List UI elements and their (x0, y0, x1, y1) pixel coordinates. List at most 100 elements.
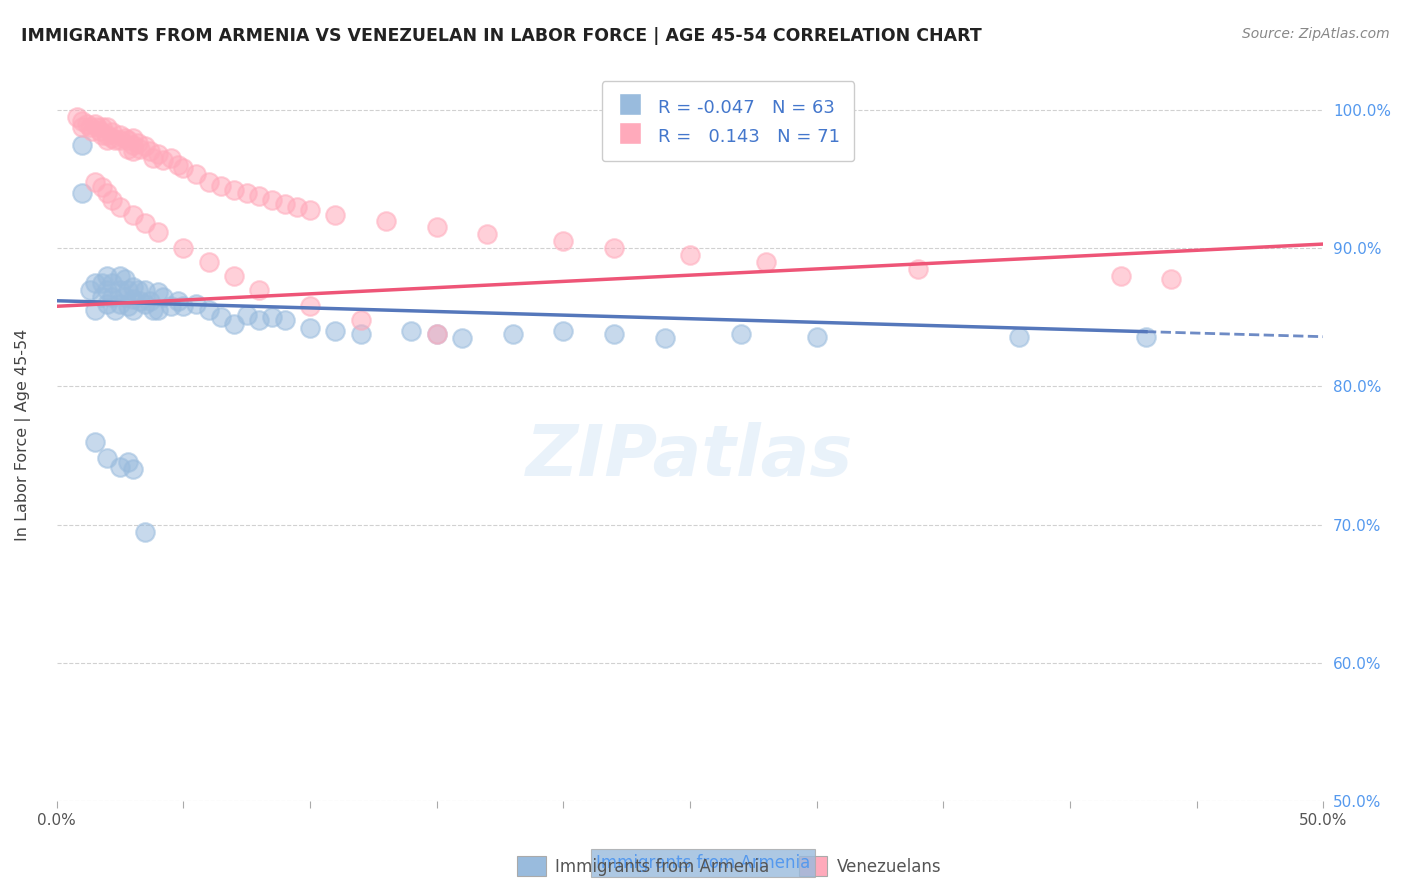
Point (108, 268, 131, 283)
Point (101, 276, 124, 290)
Point (66, 110, 89, 124)
Point (553, 324, 575, 338)
Point (285, 200, 308, 214)
Point (209, 179, 232, 194)
Point (101, 130, 124, 145)
Point (91, 128, 114, 142)
Point (247, 313, 270, 327)
Point (350, 313, 373, 327)
Point (451, 331, 474, 345)
Text: Immigrants from Armenia: Immigrants from Armenia (555, 858, 769, 876)
Point (117, 142, 139, 156)
Point (96, 186, 118, 200)
Point (91, 276, 114, 290)
Point (222, 268, 245, 283)
Point (114, 271, 136, 285)
Point (730, 326, 752, 341)
Text: Source: ZipAtlas.com: Source: ZipAtlas.com (1241, 27, 1389, 41)
Point (603, 241, 626, 255)
Point (197, 175, 219, 189)
Text: ZIPatlas: ZIPatlas (526, 422, 853, 491)
Point (91, 180, 114, 194)
Text: IMMIGRANTS FROM ARMENIA VS VENEZUELAN IN LABOR FORCE | AGE 45-54 CORRELATION CHA: IMMIGRANTS FROM ARMENIA VS VENEZUELAN IN… (21, 27, 981, 45)
Point (167, 293, 190, 308)
Point (197, 303, 219, 318)
Point (104, 303, 127, 318)
Point (553, 235, 575, 249)
Point (83, 303, 105, 318)
Point (83, 434, 105, 449)
Point (70, 137, 93, 152)
Point (134, 139, 156, 153)
Point (108, 459, 131, 474)
Point (108, 283, 131, 297)
Point (86, 120, 108, 134)
Point (121, 303, 143, 318)
Point (117, 299, 139, 313)
Point (247, 188, 270, 202)
Point (76, 117, 98, 131)
Point (117, 455, 139, 469)
Point (375, 213, 398, 227)
Point (70, 114, 93, 128)
Point (96, 283, 118, 297)
Point (121, 145, 143, 159)
Text: Immigrants from Armenia: Immigrants from Armenia (596, 855, 810, 872)
Point (114, 130, 136, 145)
Point (129, 142, 152, 156)
Point (121, 208, 143, 222)
Point (121, 280, 143, 294)
Point (117, 283, 139, 297)
Legend: R = -0.047   N = 63, R =   0.143   N = 71: R = -0.047 N = 63, R = 0.143 N = 71 (602, 81, 855, 161)
Text: Venezuelans: Venezuelans (837, 858, 941, 876)
Point (247, 283, 270, 297)
Point (79, 283, 101, 297)
Point (172, 161, 194, 175)
Point (197, 255, 219, 269)
Point (101, 125, 124, 139)
Point (152, 153, 174, 167)
Point (1135, 329, 1157, 343)
Point (70, 186, 93, 200)
Point (121, 462, 143, 476)
Point (273, 313, 295, 327)
Point (146, 147, 169, 161)
Point (159, 299, 181, 313)
Point (477, 227, 499, 242)
Point (679, 248, 702, 262)
Point (121, 293, 143, 307)
Point (172, 241, 194, 255)
Point (502, 326, 524, 341)
Point (142, 303, 165, 318)
Point (121, 130, 143, 145)
Point (96, 133, 118, 147)
Point (96, 268, 118, 283)
Point (89, 124, 111, 138)
Point (1160, 271, 1182, 285)
Point (184, 167, 207, 181)
Point (222, 318, 245, 332)
Point (167, 158, 190, 172)
Point (134, 296, 156, 310)
Point (426, 326, 449, 341)
Point (142, 152, 165, 166)
Point (139, 293, 162, 308)
Point (907, 262, 929, 277)
Point (117, 133, 139, 147)
Point (146, 225, 169, 239)
Point (325, 324, 347, 338)
Point (146, 303, 169, 318)
Point (298, 202, 321, 217)
Point (603, 326, 626, 341)
Point (129, 293, 152, 308)
Point (134, 283, 156, 297)
Point (96, 451, 118, 466)
Point (108, 296, 131, 310)
Point (755, 255, 778, 269)
Point (104, 133, 127, 147)
Point (152, 290, 174, 304)
Point (426, 220, 449, 235)
Point (96, 128, 118, 142)
Point (101, 193, 124, 207)
Point (350, 326, 373, 341)
